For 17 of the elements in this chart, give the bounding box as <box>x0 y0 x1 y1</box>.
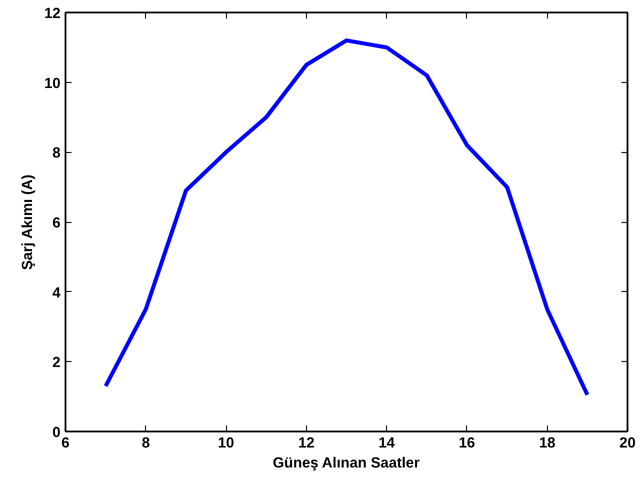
x-tick-label: 18 <box>539 436 556 452</box>
y-tick-label: 8 <box>52 146 61 162</box>
y-axis-title: Şarj Akımı (A) <box>20 174 36 270</box>
x-tick-label: 10 <box>218 436 234 452</box>
line-series <box>104 38 590 397</box>
x-tick-label: 14 <box>378 436 396 452</box>
y-tick-label: 10 <box>44 76 61 92</box>
y-tick-label: 12 <box>44 6 61 22</box>
x-tick-label: 8 <box>142 436 150 452</box>
x-tick-label: 12 <box>298 436 315 452</box>
x-tick-label: 16 <box>458 436 476 452</box>
y-tick-label: 0 <box>52 425 61 441</box>
y-tick-label: 6 <box>52 216 61 232</box>
x-axis-title: Güneş Alınan Saatler <box>272 456 420 472</box>
y-tick-label: 2 <box>52 355 61 372</box>
x-tick-label: 20 <box>619 436 636 452</box>
y-tick-label: 4 <box>52 285 62 302</box>
